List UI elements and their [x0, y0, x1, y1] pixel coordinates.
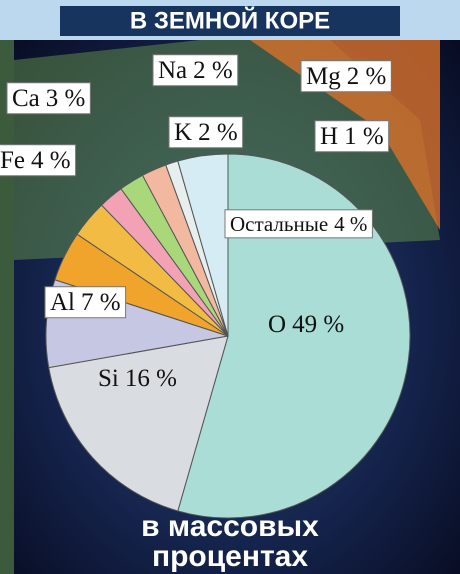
slice-label: Al 7 % — [44, 286, 127, 319]
category-label: Остальные — [230, 212, 328, 236]
value-label: 2 % — [193, 57, 233, 84]
label-box — [44, 286, 127, 319]
label-box — [300, 60, 392, 93]
label-text: Остальные 4 % — [230, 212, 367, 236]
label-box — [152, 54, 239, 87]
chart-title: В ЗЕМНОЙ КОРЕ — [130, 6, 330, 34]
label-text: Ca 3 % — [12, 85, 85, 112]
category-label: Si — [98, 365, 119, 392]
label-box — [224, 209, 373, 239]
label-text: Mg 2 % — [306, 63, 386, 90]
slice-label: Si 16 % — [98, 365, 177, 392]
value-label: 16 % — [125, 365, 177, 392]
slice-label: O 49 % — [268, 311, 344, 338]
category-label: K — [174, 119, 192, 146]
label-box — [314, 120, 390, 153]
value-label: 4 % — [31, 147, 71, 174]
pie-slice — [48, 335, 229, 512]
label-text: Si 16 % — [98, 365, 177, 392]
value-label: 2 % — [347, 63, 387, 90]
label-text: Fe 4 % — [0, 147, 71, 174]
slice-label: Ca 3 % — [6, 82, 91, 115]
category-label: Ca — [12, 85, 40, 112]
value-label: 49 % — [292, 311, 344, 338]
label-box — [0, 144, 77, 177]
value-label: 4 % — [334, 212, 367, 236]
slice-label: Fe 4 % — [0, 144, 77, 177]
label-text: O 49 % — [268, 311, 344, 338]
slice-label: Na 2 % — [152, 54, 239, 87]
label-text: Al 7 % — [50, 289, 121, 316]
left-strip — [0, 40, 14, 574]
value-label: 3 % — [46, 85, 86, 112]
category-label: Na — [158, 57, 187, 84]
slice-label: Остальные 4 % — [224, 209, 373, 239]
note: процентах — [152, 540, 308, 573]
category-label: H — [320, 123, 338, 150]
category-label: Mg — [306, 63, 341, 90]
label-box — [6, 82, 91, 115]
label-box — [168, 116, 244, 149]
category-label: O — [268, 311, 286, 338]
crust-layer — [250, 40, 440, 230]
pie-slice — [177, 153, 411, 519]
value-label: 7 % — [81, 289, 121, 316]
label-text: Na 2 % — [158, 57, 233, 84]
value-label: 2 % — [198, 119, 238, 146]
pie-slice — [177, 153, 229, 337]
value-label: 1 % — [344, 123, 384, 150]
category-label: Al — [50, 289, 75, 316]
slice-label: Mg 2 % — [300, 60, 392, 93]
title-box — [60, 6, 400, 36]
category-label: Fe — [0, 147, 25, 174]
